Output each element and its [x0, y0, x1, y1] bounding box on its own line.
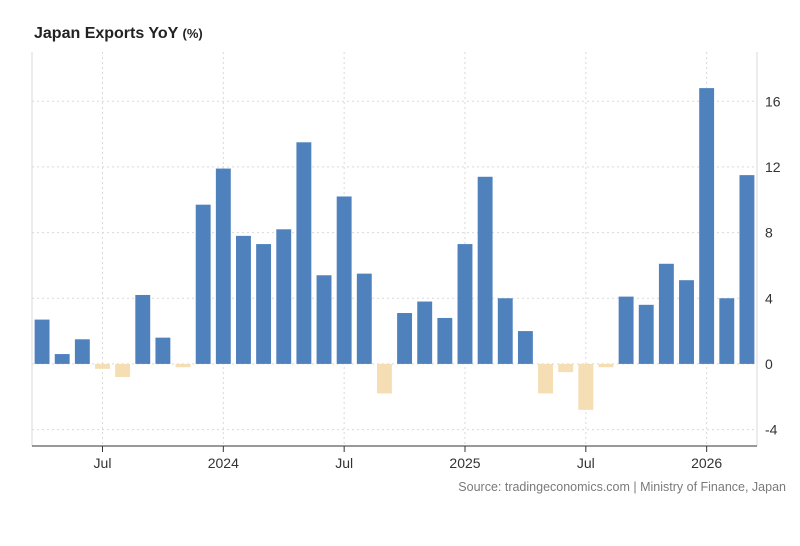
bar-2023-04	[34, 319, 50, 364]
bar-2025-07	[578, 363, 594, 410]
y-tick-label: 8	[765, 225, 773, 241]
bar-2026-03	[739, 175, 755, 364]
y-tick-label: 16	[765, 93, 781, 109]
y-tick-label: 4	[765, 290, 773, 306]
bar-2024-03	[256, 244, 272, 364]
bar-2024-07	[336, 196, 352, 364]
bar-2023-05	[54, 354, 70, 364]
bar-2025-09	[618, 296, 634, 364]
bar-2023-11	[175, 363, 191, 368]
bar-2024-12	[437, 317, 453, 364]
source-note: Source: tradingeconomics.com | Ministry …	[458, 480, 786, 494]
x-tick-label: Jul	[335, 455, 353, 471]
bar-2023-06	[74, 339, 90, 364]
x-tick-label: Jul	[94, 455, 112, 471]
bar-2023-07	[95, 363, 110, 369]
bar-2025-11	[658, 263, 674, 364]
y-tick-label: 12	[765, 159, 781, 175]
x-tick-label: 2025	[449, 455, 480, 471]
bar-2023-08	[115, 363, 131, 378]
bar-2025-08	[598, 363, 614, 368]
x-tick-label: 2026	[691, 455, 722, 471]
bar-2024-10	[397, 313, 413, 364]
bar-2024-06	[316, 275, 332, 364]
bar-2026-01	[699, 88, 715, 364]
bar-2025-12	[679, 280, 694, 364]
bar-2024-04	[276, 229, 292, 364]
bar-2025-02	[477, 176, 493, 364]
x-tick-label: 2024	[208, 455, 239, 471]
bar-2023-10	[155, 337, 171, 364]
bar-2025-01	[457, 244, 473, 364]
x-tick-label: Jul	[577, 455, 595, 471]
bar-2024-01	[215, 168, 231, 364]
chart-title-unit: (%)	[182, 26, 203, 41]
bar-2024-05	[296, 142, 312, 364]
bar-2025-10	[638, 304, 654, 364]
bar-2024-08	[356, 273, 372, 364]
bar-2026-02	[719, 298, 735, 364]
bar-2025-03	[497, 298, 513, 364]
y-tick-label: -4	[765, 422, 778, 438]
bar-2024-11	[417, 301, 433, 364]
bar-2023-12	[195, 204, 211, 364]
chart-title-text: Japan Exports YoY	[34, 25, 179, 42]
bar-2025-04	[517, 331, 533, 364]
bar-2025-06	[558, 363, 574, 373]
bar-2025-05	[538, 363, 553, 394]
chart-title: Japan Exports YoY (%)	[34, 25, 203, 43]
y-tick-label: 0	[765, 356, 773, 372]
bar-2024-09	[376, 363, 392, 394]
bar-2024-02	[236, 235, 251, 364]
bar-2023-09	[135, 294, 151, 364]
